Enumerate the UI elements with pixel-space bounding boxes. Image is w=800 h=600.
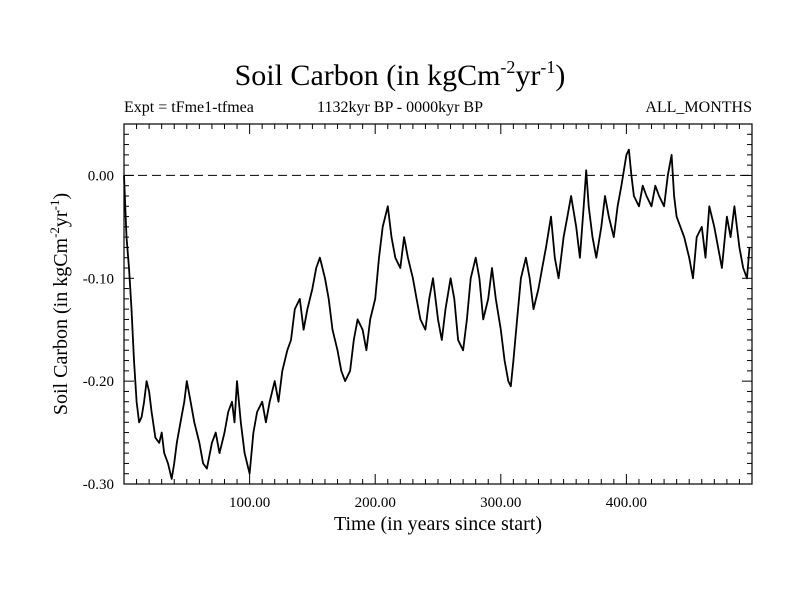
y-axis-label: Soil Carbon (in kgCm-2yr-1): [47, 193, 72, 415]
soil-carbon-line: [123, 148, 751, 480]
x-tick-label: 200.00: [355, 495, 396, 511]
y-tick-label: -0.30: [83, 477, 114, 493]
x-tick-label: 300.00: [480, 495, 521, 511]
y-tick-label: -0.10: [83, 271, 114, 287]
chart-title: Soil Carbon (in kgCm-2yr-1): [234, 57, 566, 92]
period-label: 1132kyr BP - 0000kyr BP: [317, 99, 483, 116]
x-tick-label: 100.00: [229, 495, 270, 511]
y-tick-label: 0.00: [88, 168, 114, 184]
plot-frame: [123, 123, 753, 485]
x-tick-label: 400.00: [606, 495, 647, 511]
experiment-label: Expt = tFme1-tfmea: [124, 99, 254, 116]
y-tick-label: -0.20: [83, 374, 114, 390]
months-label: ALL_MONTHS: [645, 99, 752, 116]
x-axis-label: Time (in years since start): [334, 513, 542, 535]
